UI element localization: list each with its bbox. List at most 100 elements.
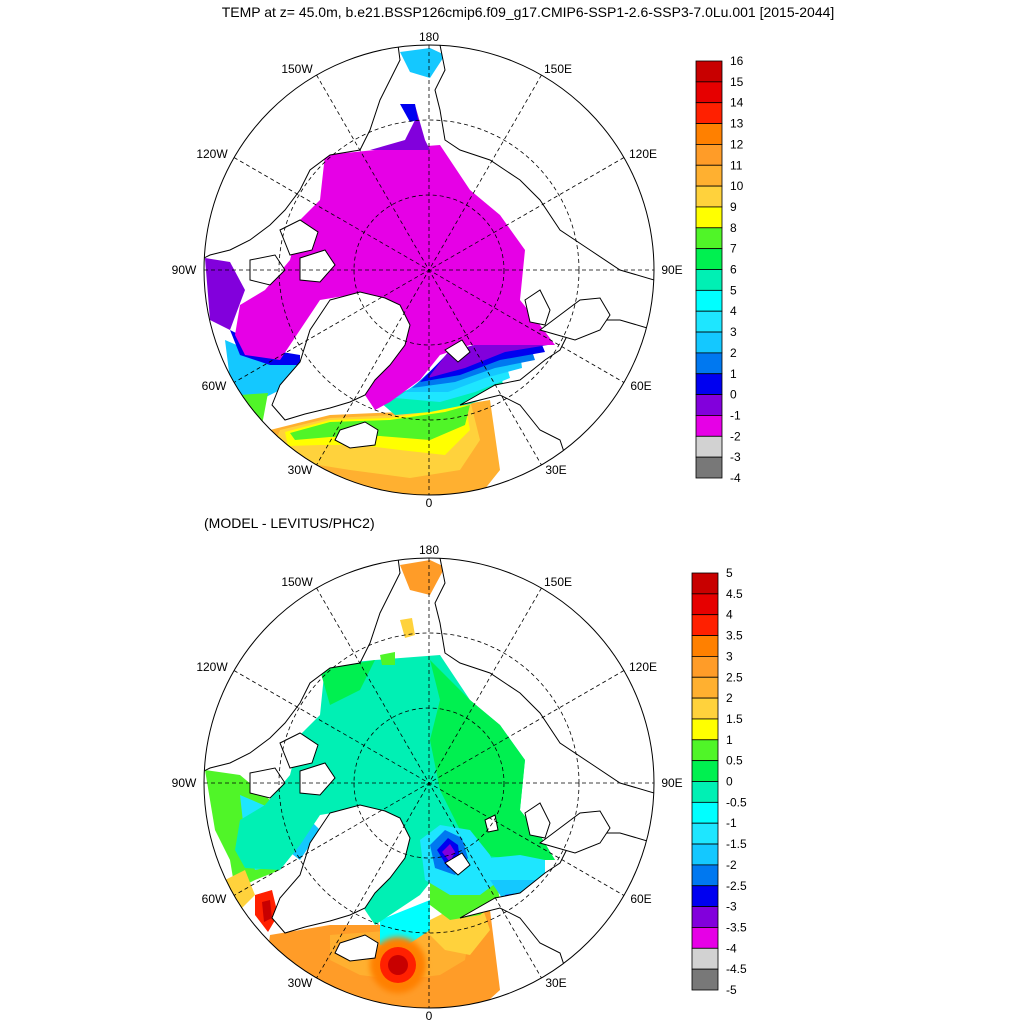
colorbar-tick-label: 7 [730,242,737,256]
colorbar-swatch [691,656,719,678]
colorbar-swatch [691,822,719,845]
lon-label: 120W [196,147,228,161]
colorbar-swatch [691,614,719,636]
lon-label: 0 [426,1009,433,1023]
bottom-longitude-labels: 180 150E 120E 90E 60E 30E 0 30W 60W 90W … [172,543,683,1023]
colorbar-tick-label: -2 [726,858,737,872]
lon-label: 60W [202,892,227,906]
lon-label: 180 [419,30,439,44]
colorbar-tick-label: 13 [730,117,744,131]
colorbar-tick-label: 2 [730,346,737,360]
colorbar-swatch [691,760,719,782]
colorbar-tick-label: -1.5 [726,837,747,851]
top-graticule [204,45,654,495]
colorbar-tick-label: -3 [730,450,741,464]
colorbar-tick-label: 6 [730,263,737,277]
colorbar-tick-label: 0 [726,775,733,789]
colorbar-swatch [695,415,723,437]
colorbar-tick-label: -5 [726,983,737,997]
lon-label: 30W [288,463,313,477]
colorbar-tick-label: -3.5 [726,920,747,934]
bottom-colorbar: 5 4.5 4 3.5 3 2.5 2 1.5 1 0.5 0 -0.5 -1 -1.5 -2 -2.5 -3 -… [691,566,747,997]
colorbar-tick-label: 2 [726,691,733,705]
colorbar-swatch [691,843,719,866]
colorbar-tick-label: 1 [726,733,733,747]
lon-label: 150W [281,575,313,589]
difference-title: (MODEL - LEVITUS/PHC2) [204,515,375,531]
colorbar-tick-label: 4 [726,608,733,622]
lon-label: 120E [629,147,657,161]
colorbar-swatch [695,227,723,250]
colorbar-tick-label: -3 [726,900,737,914]
colorbar-tick-label: -4 [730,471,741,485]
lon-label: 60E [630,892,651,906]
colorbar-swatch [695,206,723,229]
colorbar-swatch [695,289,723,312]
colorbar-tick-label: -1 [726,816,737,830]
colorbar-swatch [695,185,723,208]
colorbar-swatch [691,676,719,699]
colorbar-tick-label: 12 [730,137,744,151]
colorbar-tick-label: 1.5 [726,712,743,726]
figure-title: TEMP at z= 45.0m, b.e21.BSSP126cmip6.f09… [222,4,835,20]
colorbar-swatch [691,697,719,720]
colorbar-swatch [691,739,719,762]
colorbar-tick-label: -4 [726,941,737,955]
colorbar-swatch [695,143,723,166]
lon-label: 120W [196,660,228,674]
lon-label: 90W [172,263,197,277]
lon-label: 150E [544,62,572,76]
colorbar-tick-label: 10 [730,179,744,193]
top-map: 180 150E 120E 90E 60E 30E 0 30W 60W 90W … [172,30,683,510]
lon-label: 90E [661,776,682,790]
lon-label: 150E [544,575,572,589]
lon-label: 60E [630,379,651,393]
colorbar-swatch [691,572,719,595]
colorbar-tick-label: 9 [730,200,737,214]
lon-label: 150W [281,62,313,76]
colorbar-tick-label: -2 [730,429,741,443]
colorbar-tick-label: 16 [730,54,744,68]
colorbar-tick-label: -0.5 [726,795,747,809]
colorbar-tick-label: 2.5 [726,670,743,684]
colorbar-tick-label: 8 [730,221,737,235]
colorbar-swatch [691,947,719,970]
colorbar-tick-label: -2.5 [726,879,747,893]
colorbar-swatch [691,864,719,887]
colorbar-swatch [695,81,723,104]
colorbar-tick-label: 5 [730,283,737,297]
lon-label: 120E [629,660,657,674]
colorbar-swatch [695,373,723,396]
colorbar-swatch [695,60,723,83]
colorbar-tick-label: 4.5 [726,587,743,601]
colorbar-swatch [691,635,719,657]
colorbar-tick-label: 14 [730,96,744,110]
lon-label: 30W [288,976,313,990]
colorbar-swatch [695,248,723,270]
colorbar-swatch [695,331,723,354]
top-map-border [203,44,655,496]
colorbar-tick-label: 4 [730,304,737,318]
colorbar-tick-label: 3 [730,325,737,339]
colorbar-swatch [691,927,719,949]
colorbar-tick-label: 15 [730,75,744,89]
bottom-map-border [203,557,655,1009]
lon-label: 60W [202,379,227,393]
colorbar-tick-label: 1 [730,367,737,381]
colorbar-swatch [695,456,723,479]
colorbar-swatch [695,310,723,333]
lon-label: 30E [545,976,566,990]
colorbar-tick-label: 3.5 [726,629,743,643]
colorbar-tick-label: 5 [726,566,733,580]
colorbar-swatch [691,906,719,928]
colorbar-swatch [695,394,723,416]
colorbar-swatch [691,968,719,991]
lon-label: 180 [419,543,439,557]
colorbar-tick-label: -1 [730,408,741,422]
colorbar-swatch [695,123,723,145]
colorbar-tick-label: 11 [730,158,743,172]
colorbar-swatch [695,164,723,187]
colorbar-swatch [691,593,719,616]
